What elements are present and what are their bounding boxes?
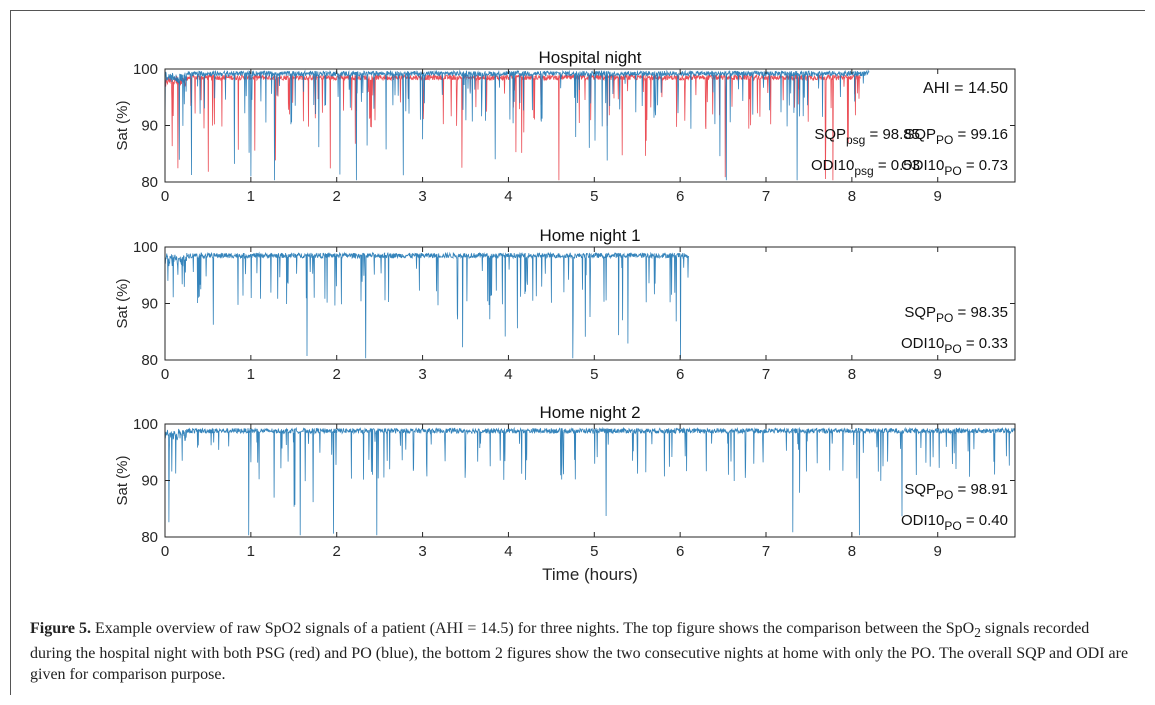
chart-title: Hospital night: [538, 48, 641, 67]
x-tick-label: 1: [247, 543, 255, 560]
sqp-po-annotation-base: SQP: [904, 126, 936, 143]
x-tick-label: 6: [676, 366, 684, 383]
odi-po-annotation-base: ODI10: [901, 512, 944, 529]
x-tick-label: 3: [418, 543, 426, 560]
x-tick-label: 0: [161, 543, 169, 560]
sqp-psg-annotation-subscript: psg: [846, 133, 865, 147]
odi-psg-annotation-base: ODI10: [811, 157, 854, 174]
x-tick-label: 0: [161, 366, 169, 383]
signal-series-2: [165, 69, 870, 181]
odi-psg-annotation-value: = 0.53: [874, 157, 920, 174]
x-tick-label: 7: [762, 188, 770, 205]
x-tick-label: 2: [333, 366, 341, 383]
x-tick-label: 1: [247, 366, 255, 383]
figure-caption: Figure 5. Example overview of raw SpO2 s…: [30, 618, 1130, 685]
sqp-psg-annotation-base: SQP: [814, 126, 846, 143]
y-tick-label: 80: [141, 174, 158, 191]
sqp-po-annotation-subscript: PO: [936, 133, 953, 147]
x-tick-label: 2: [333, 543, 341, 560]
chart-panel-3: 0 1 2 3 4 5 6 7 8 9 80 90 100 Home night 2 Sat (%) Time…: [114, 403, 1016, 584]
chart-title: Home night 2: [539, 403, 640, 422]
odi-po-annotation-base: ODI10: [901, 335, 944, 352]
y-tick-label: 90: [141, 118, 158, 135]
odi-po-annotation-value: = 0.33: [962, 335, 1008, 352]
figure-frame: [10, 10, 1145, 695]
sqp-po-annotation-base: SQP: [904, 304, 936, 321]
x-tick-label: 3: [418, 366, 426, 383]
odi-po-annotation: ODI10PO = 0.73: [901, 157, 1008, 178]
signal-series-1: [165, 251, 690, 359]
x-tick-label: 8: [848, 188, 856, 205]
x-tick-label: 6: [676, 188, 684, 205]
x-tick-label: 4: [504, 188, 512, 205]
y-tick-label: 80: [141, 529, 158, 546]
x-tick-label: 7: [762, 366, 770, 383]
odi-po-annotation-subscript: PO: [944, 342, 961, 356]
y-tick-label: 90: [141, 473, 158, 490]
caption-label: Figure 5.: [30, 620, 92, 637]
signal-series-1: [165, 426, 1015, 536]
chart-title: Home night 1: [539, 226, 640, 245]
x-tick-label: 2: [333, 188, 341, 205]
x-tick-label: 5: [590, 366, 598, 383]
odi-psg-annotation: ODI10psg = 0.53: [811, 157, 920, 178]
sqp-po-annotation-value: = 99.16: [953, 126, 1008, 143]
chart-panel-1: 0 1 2 3 4 5 6 7 8 9 80 90 100 Hospital night Sat (%) AH…: [114, 48, 1016, 205]
x-tick-label: 5: [590, 543, 598, 560]
caption-text-2: signals recorded during the hospital nig…: [30, 620, 1129, 684]
x-tick-label: 4: [504, 366, 512, 383]
odi-psg-annotation-subscript: psg: [854, 164, 873, 178]
y-tick-label: 100: [133, 239, 158, 256]
y-tick-label: 90: [141, 296, 158, 313]
ahi-annotation: AHI = 14.50: [923, 80, 1008, 97]
x-axis-label: Time (hours): [542, 565, 638, 584]
sqp-po-annotation-base: SQP: [904, 481, 936, 498]
odi-po-annotation-base: ODI10: [901, 157, 944, 174]
x-tick-label: 1: [247, 188, 255, 205]
y-axis-label: Sat (%): [114, 278, 131, 328]
x-tick-label: 8: [848, 543, 856, 560]
x-tick-label: 9: [934, 543, 942, 560]
caption-text-1: Example overview of raw SpO2 signals of …: [91, 620, 975, 637]
sqp-psg-annotation-value: = 98.85: [865, 126, 920, 143]
x-tick-label: 9: [934, 188, 942, 205]
x-tick-label: 7: [762, 543, 770, 560]
sqp-po-annotation-value: = 98.35: [953, 304, 1008, 321]
sqp-po-annotation: SQPPO = 98.35: [904, 304, 1008, 325]
x-tick-label: 9: [934, 366, 942, 383]
y-axis-label: Sat (%): [114, 455, 131, 505]
odi-po-annotation-value: = 0.73: [962, 157, 1008, 174]
sqp-psg-annotation: SQPpsg = 98.85: [814, 126, 920, 147]
y-axis-label: Sat (%): [114, 100, 131, 150]
odi-po-annotation: ODI10PO = 0.33: [901, 335, 1008, 356]
x-tick-label: 4: [504, 543, 512, 560]
odi-po-annotation: ODI10PO = 0.40: [901, 512, 1008, 533]
x-tick-label: 6: [676, 543, 684, 560]
odi-po-annotation-value: = 0.40: [962, 512, 1008, 529]
odi-po-annotation-subscript: PO: [944, 164, 961, 178]
odi-po-annotation-subscript: PO: [944, 519, 961, 533]
x-tick-label: 0: [161, 188, 169, 205]
sqp-po-annotation: SQPPO = 99.16: [904, 126, 1008, 147]
y-tick-label: 100: [133, 61, 158, 78]
sqp-po-annotation-subscript: PO: [936, 311, 953, 325]
y-tick-label: 80: [141, 352, 158, 369]
x-tick-label: 8: [848, 366, 856, 383]
sqp-po-annotation-value: = 98.91: [953, 481, 1008, 498]
caption-subscript: 2: [974, 625, 981, 641]
x-tick-label: 3: [418, 188, 426, 205]
x-tick-label: 5: [590, 188, 598, 205]
sqp-po-annotation-subscript: PO: [936, 488, 953, 502]
y-tick-label: 100: [133, 416, 158, 433]
sqp-po-annotation: SQPPO = 98.91: [904, 481, 1008, 502]
